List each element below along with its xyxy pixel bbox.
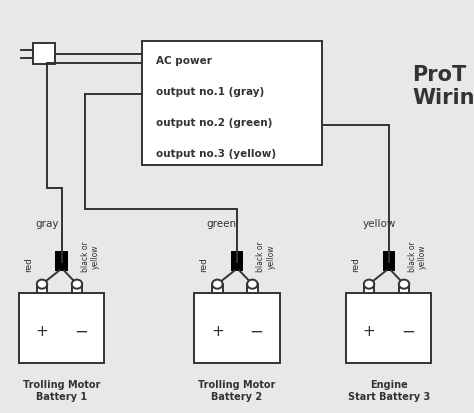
Bar — [212, 284, 223, 293]
Text: AC power: AC power — [156, 57, 212, 66]
Bar — [194, 293, 280, 363]
Text: +: + — [36, 324, 48, 339]
Circle shape — [247, 280, 257, 289]
Bar — [142, 41, 322, 165]
Bar — [55, 251, 68, 271]
Circle shape — [364, 280, 374, 289]
Text: red: red — [200, 257, 209, 272]
Circle shape — [399, 280, 409, 289]
Text: yellow: yellow — [363, 219, 396, 229]
Bar — [37, 284, 47, 293]
Circle shape — [72, 280, 82, 289]
Bar — [247, 284, 257, 293]
Bar — [231, 251, 243, 271]
Text: Trolling Motor
Battery 2: Trolling Motor Battery 2 — [198, 380, 276, 401]
Circle shape — [37, 280, 47, 289]
Text: gray: gray — [36, 219, 59, 229]
Bar — [72, 284, 82, 293]
Bar — [364, 284, 374, 293]
Bar — [383, 251, 395, 271]
Text: +: + — [211, 324, 224, 339]
Bar — [33, 43, 55, 64]
Circle shape — [212, 280, 223, 289]
Text: black or
yellow: black or yellow — [408, 241, 427, 272]
Text: output no.2 (green): output no.2 (green) — [156, 119, 273, 128]
Text: Trolling Motor
Battery 1: Trolling Motor Battery 1 — [23, 380, 100, 401]
Text: Engine
Start Battery 3: Engine Start Battery 3 — [347, 380, 430, 401]
Text: red: red — [351, 257, 360, 272]
Text: −: − — [401, 323, 415, 341]
Text: black or
yellow: black or yellow — [81, 241, 100, 272]
Text: −: − — [74, 323, 88, 341]
Text: ProT
Wirin: ProT Wirin — [412, 65, 474, 108]
Text: −: − — [250, 323, 264, 341]
Text: black or
yellow: black or yellow — [256, 241, 275, 272]
Text: red: red — [24, 257, 33, 272]
Bar — [399, 284, 409, 293]
Text: green: green — [206, 219, 237, 229]
Text: output no.3 (yellow): output no.3 (yellow) — [156, 150, 276, 159]
Bar — [346, 293, 431, 363]
Text: output no.1 (gray): output no.1 (gray) — [156, 88, 264, 97]
Bar — [19, 293, 104, 363]
Text: +: + — [363, 324, 375, 339]
